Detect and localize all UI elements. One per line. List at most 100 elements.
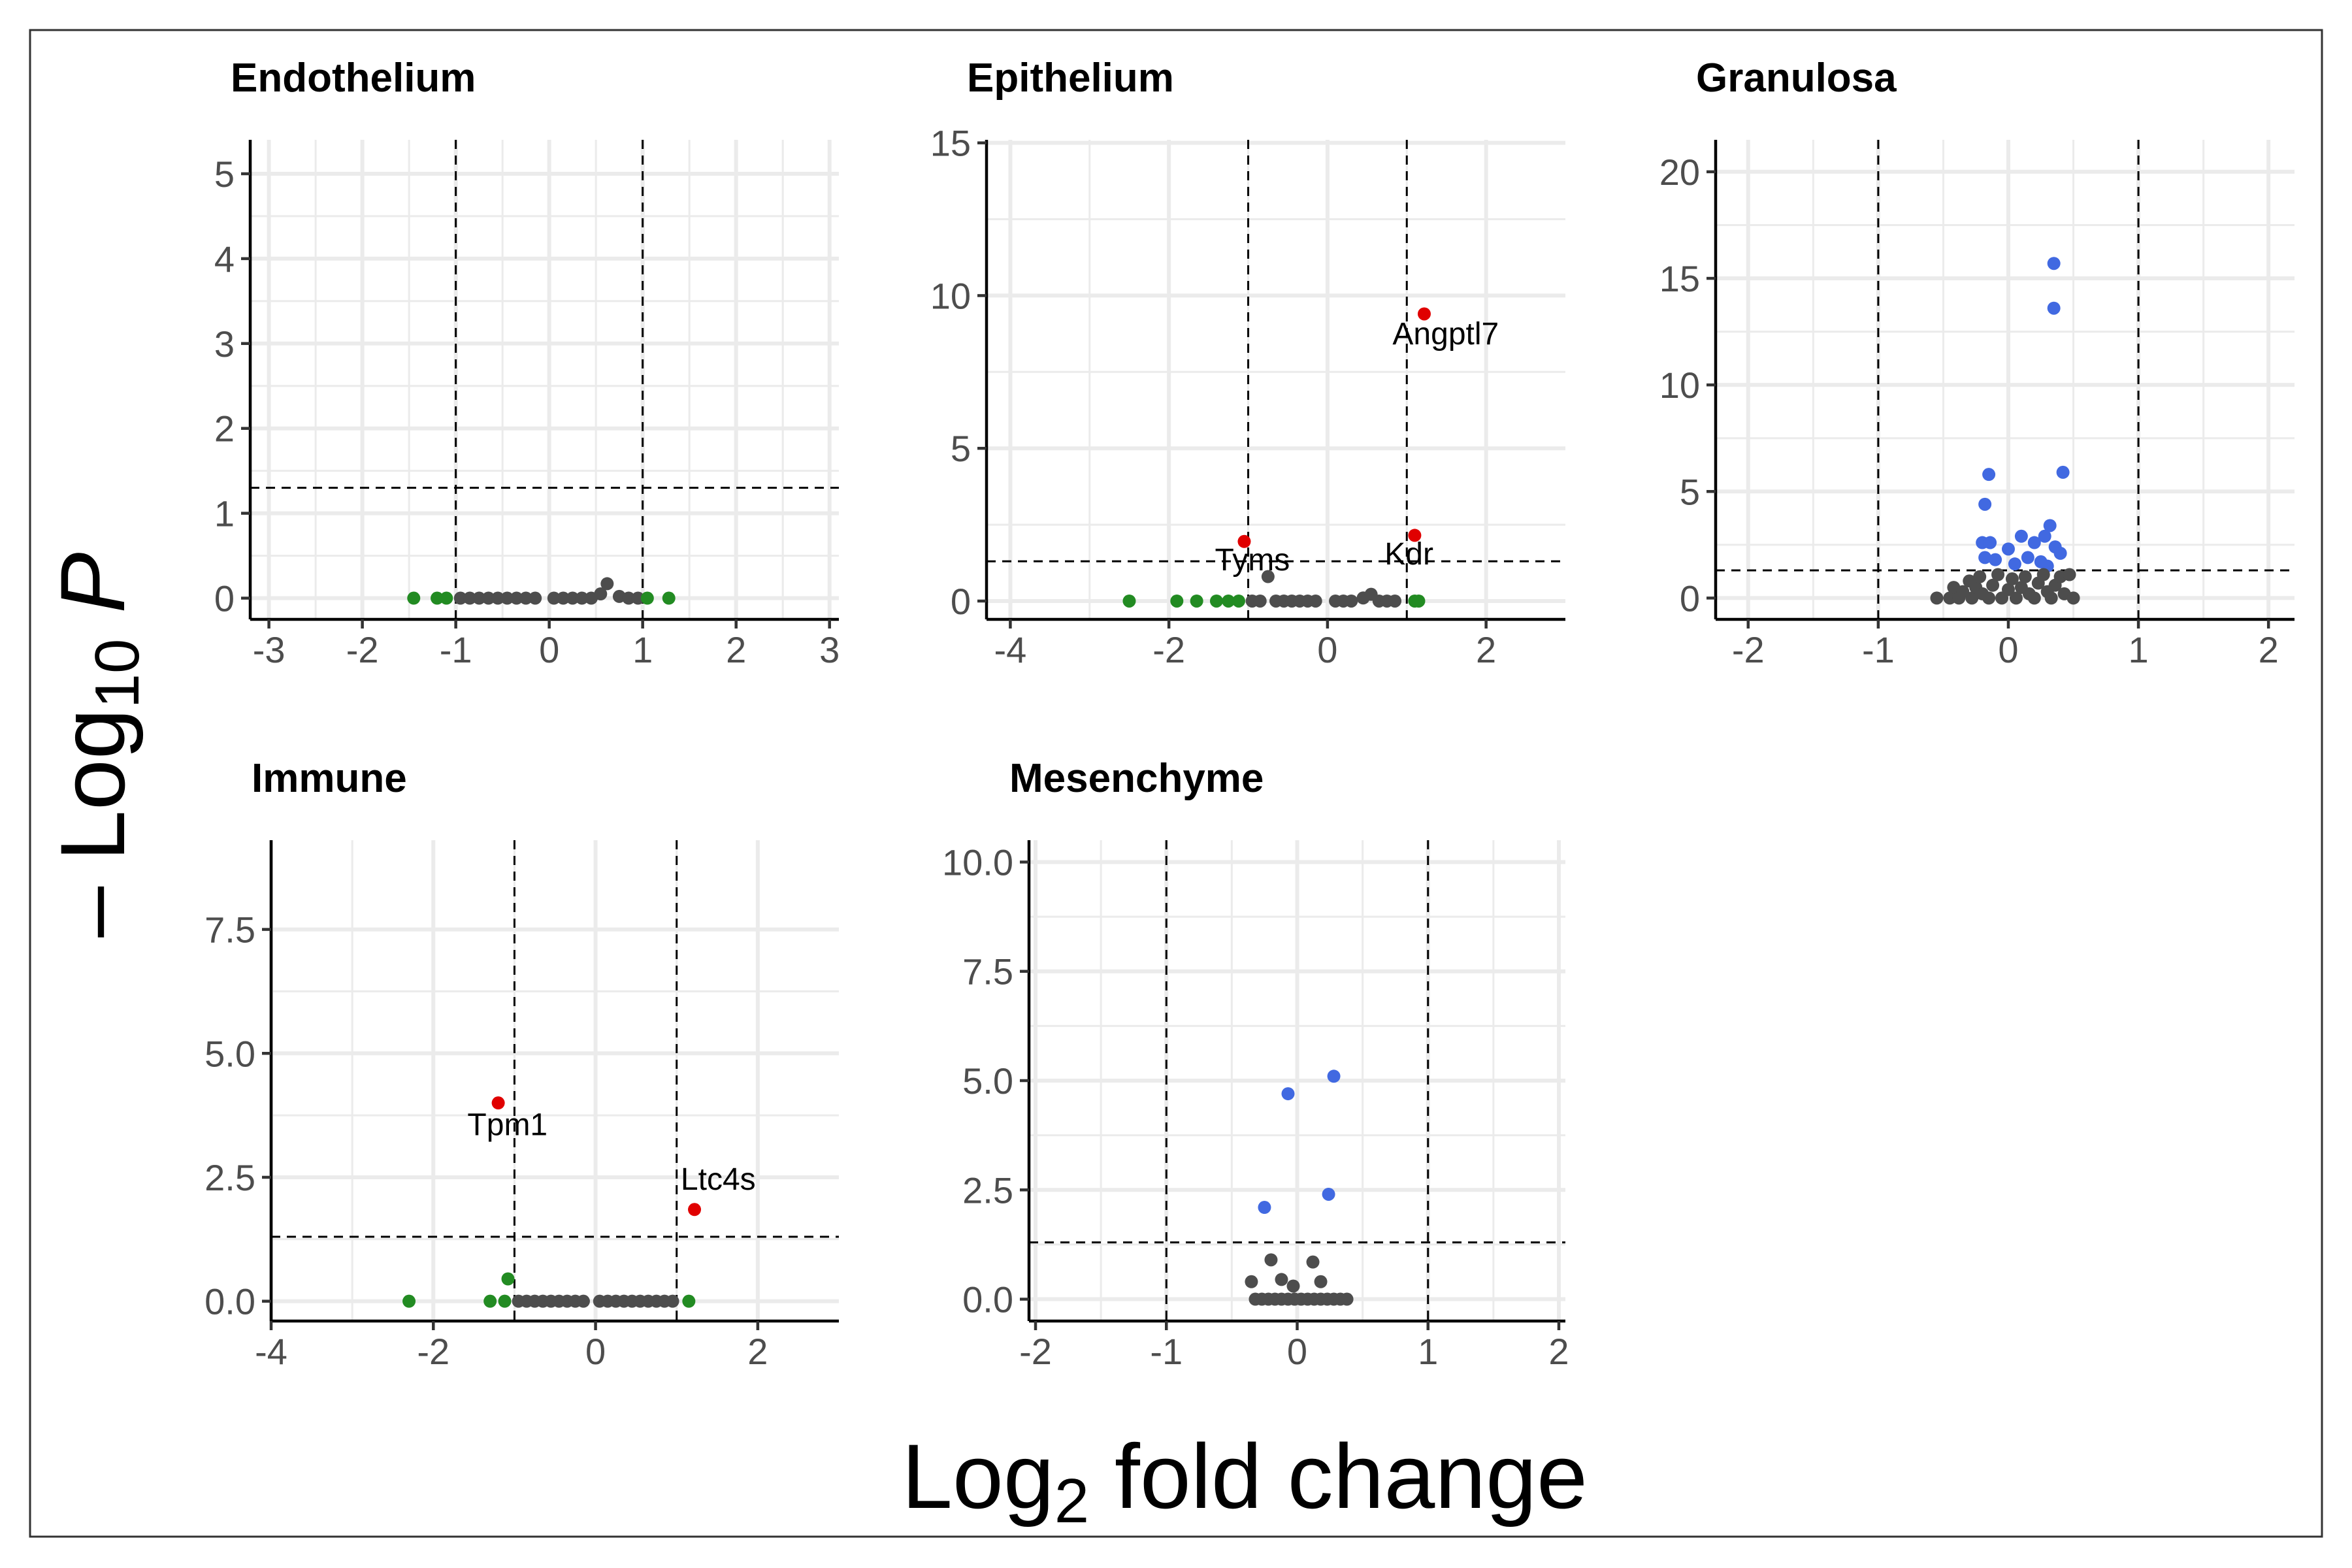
y-axis-title-suffix: P bbox=[41, 552, 144, 638]
y-tick-label: 0 bbox=[214, 578, 235, 619]
x-tick-label: 2 bbox=[1476, 629, 1496, 670]
data-point-log2fc bbox=[431, 591, 444, 605]
data-point-p bbox=[1327, 1070, 1341, 1083]
x-tick-label: 2 bbox=[2259, 629, 2279, 670]
y-tick-label: 10 bbox=[1659, 365, 1700, 406]
data-point-ns bbox=[1982, 591, 1996, 605]
data-point-ns bbox=[575, 591, 589, 605]
data-point-p bbox=[1984, 536, 1997, 549]
data-point-ns bbox=[1965, 591, 1979, 605]
data-point-ns bbox=[519, 591, 532, 605]
data-point-log2fc bbox=[1209, 594, 1223, 608]
data-point-ns bbox=[1309, 594, 1322, 608]
x-tick-label: -1 bbox=[440, 629, 472, 670]
y-tick-label: 0.0 bbox=[204, 1281, 255, 1322]
data-point-p_and_log2fc bbox=[1237, 534, 1251, 548]
data-point-log2fc bbox=[1170, 594, 1184, 608]
data-point-ns bbox=[463, 591, 477, 605]
y-tick-label: 0 bbox=[951, 581, 971, 622]
x-tick-label: -4 bbox=[994, 629, 1027, 670]
panel-title: Epithelium bbox=[967, 56, 1174, 101]
data-point-p bbox=[2008, 557, 2021, 571]
data-point-ns bbox=[2063, 568, 2076, 581]
x-tick-label: 0 bbox=[585, 1331, 606, 1372]
y-tick-label: 4 bbox=[214, 238, 235, 280]
data-point-p bbox=[1978, 497, 1992, 511]
data-point-p bbox=[2027, 536, 2041, 549]
data-point-ns bbox=[2044, 591, 2058, 605]
x-tick-label: -2 bbox=[1152, 629, 1185, 670]
panel-epithelium: Angptl7 Tyms Kdr -4 -2 0 2 0 5 10 15 Epithelium bbox=[930, 56, 1565, 670]
data-point-ns bbox=[1973, 570, 1987, 583]
panel-title: Granulosa bbox=[1696, 56, 1897, 101]
panels: -3 -2 -1 0 1 2 3 0 1 2 3 4 5 Endothelium Angptl7 Tyms Kd… bbox=[204, 56, 2295, 1372]
y-tick-label: 5.0 bbox=[962, 1060, 1013, 1102]
data-point-ns bbox=[2036, 568, 2050, 581]
panel-mesenchyme: -2 -1 0 1 2 0.0 2.5 5.0 7.5 10.0 Mesenchyme bbox=[942, 756, 1569, 1372]
data-point-ns bbox=[1388, 594, 1402, 608]
x-tick-label: -4 bbox=[255, 1331, 287, 1372]
y-tick-label: 0 bbox=[1680, 578, 1700, 619]
data-point-ns bbox=[547, 591, 561, 605]
x-tick-label: 0 bbox=[1317, 629, 1337, 670]
data-point-p_and_log2fc bbox=[688, 1203, 702, 1217]
data-point-ns bbox=[2005, 572, 2019, 586]
x-axis-title-prefix: Log bbox=[902, 1425, 1054, 1527]
y-tick-label: 5 bbox=[951, 428, 971, 469]
data-point-ns bbox=[1340, 1292, 1354, 1306]
data-point-ns bbox=[1253, 594, 1267, 608]
y-tick-label: 1 bbox=[214, 493, 235, 534]
y-tick-label: 3 bbox=[214, 323, 235, 365]
data-point-p bbox=[2056, 465, 2070, 479]
y-tick-label: 7.5 bbox=[204, 909, 255, 951]
data-point-ns bbox=[566, 591, 580, 605]
data-point-p bbox=[2001, 542, 2015, 556]
data-point-ns bbox=[1345, 594, 1358, 608]
x-tick-label: 0 bbox=[1998, 629, 2018, 670]
figure-border bbox=[29, 29, 2323, 1538]
data-point-p bbox=[2047, 257, 2061, 270]
data-point-p bbox=[2014, 529, 2028, 543]
x-tick-label: 1 bbox=[1418, 1331, 1438, 1372]
y-axis-title: – Log10 P bbox=[41, 552, 152, 937]
data-point-ns bbox=[2066, 591, 2080, 605]
x-tick-label: -1 bbox=[1862, 629, 1895, 670]
x-tick-label: -1 bbox=[1150, 1331, 1183, 1372]
x-tick-label: 2 bbox=[1548, 1331, 1569, 1372]
data-point-ns bbox=[510, 591, 523, 605]
x-axis-title-suffix: fold change bbox=[1089, 1425, 1588, 1527]
data-point-log2fc bbox=[483, 1294, 497, 1308]
y-axis-title-prefix: – Log bbox=[41, 708, 144, 937]
data-point-ns bbox=[482, 591, 495, 605]
panel-endothelium: -3 -2 -1 0 1 2 3 0 1 2 3 4 5 Endothelium bbox=[214, 56, 840, 670]
data-point-log2fc bbox=[1412, 594, 1426, 608]
data-point-ns bbox=[2001, 583, 2015, 596]
x-tick-label: 1 bbox=[2129, 629, 2149, 670]
y-tick-label: 15 bbox=[930, 123, 971, 164]
data-point-log2fc bbox=[402, 1294, 416, 1308]
panel-immune: Tpm1 Ltc4s -4 -2 0 2 0.0 2.5 5.0 7.5 Immune bbox=[204, 756, 839, 1372]
x-tick-label: -2 bbox=[1732, 629, 1765, 670]
data-point-log2fc bbox=[1122, 594, 1136, 608]
data-point-ns bbox=[472, 591, 486, 605]
y-tick-label: 7.5 bbox=[962, 951, 1013, 992]
data-point-ns bbox=[2018, 570, 2032, 583]
data-point-ns bbox=[622, 591, 636, 605]
data-point-p bbox=[1982, 468, 1996, 482]
data-point-ns bbox=[500, 591, 514, 605]
data-point-ns bbox=[1956, 585, 1970, 598]
data-point-log2fc bbox=[440, 591, 453, 605]
data-point-ns bbox=[1943, 591, 1957, 605]
gene-label: Ltc4s bbox=[681, 1162, 756, 1197]
data-point-ns bbox=[1306, 1255, 1320, 1269]
x-tick-label: 2 bbox=[747, 1331, 768, 1372]
data-point-log2fc bbox=[501, 1272, 515, 1286]
data-point-ns bbox=[557, 591, 570, 605]
y-tick-label: 20 bbox=[1659, 152, 1700, 193]
y-tick-label: 15 bbox=[1659, 258, 1700, 299]
data-point-log2fc bbox=[682, 1294, 696, 1308]
data-point-log2fc bbox=[1190, 594, 1203, 608]
data-point-ns bbox=[631, 591, 645, 605]
gene-label: Tpm1 bbox=[467, 1107, 547, 1142]
